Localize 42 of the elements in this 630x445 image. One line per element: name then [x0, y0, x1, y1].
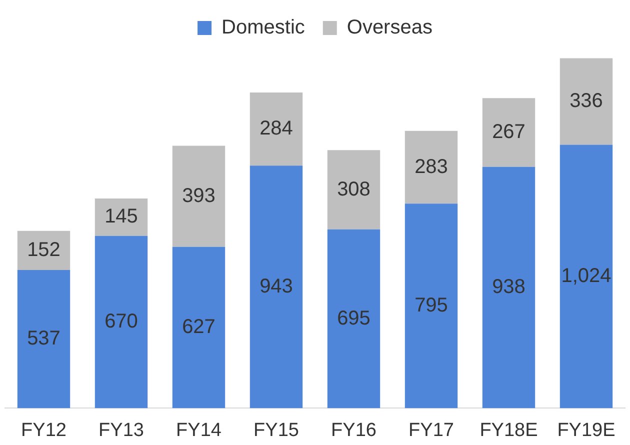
data-label: 284 — [260, 118, 293, 140]
data-label: 1,024 — [561, 264, 612, 287]
x-tick-label: FY18E — [480, 420, 538, 441]
x-tick-label: FY12 — [21, 420, 66, 441]
data-label: 267 — [492, 121, 526, 144]
bar — [404, 204, 458, 408]
data-label: 308 — [337, 178, 370, 200]
legend-label: Domestic — [222, 16, 305, 39]
x-tick-label: FY15 — [254, 420, 299, 441]
bar — [94, 198, 148, 236]
bar — [250, 92, 303, 166]
data-label: 283 — [414, 156, 448, 178]
data-label: 145 — [104, 206, 138, 228]
x-tick-label: FY16 — [331, 420, 376, 441]
data-label: 627 — [182, 316, 216, 338]
data-label: 336 — [570, 90, 603, 112]
data-label: 695 — [337, 307, 370, 330]
bar — [327, 229, 380, 408]
data-label: 537 — [27, 328, 60, 350]
bar — [172, 246, 226, 408]
x-tick-label: FY13 — [98, 420, 144, 441]
bar — [560, 144, 613, 408]
bar — [250, 166, 303, 408]
data-label: 795 — [414, 294, 448, 316]
data-label: 938 — [492, 276, 526, 298]
x-tick-label: FY17 — [408, 420, 454, 441]
data-label: 943 — [260, 275, 293, 298]
bar — [327, 150, 380, 230]
bar — [482, 98, 536, 167]
x-tick-label: FY19E — [557, 420, 616, 441]
bar — [17, 270, 70, 408]
legend-label: Overseas — [346, 16, 432, 39]
x-tick-label: FY14 — [176, 420, 222, 441]
data-label: 670 — [104, 310, 138, 333]
data-label: 152 — [27, 239, 60, 261]
data-label: 393 — [182, 184, 216, 207]
bar — [17, 230, 70, 270]
bar — [172, 146, 226, 247]
bar — [482, 166, 536, 408]
bar — [560, 58, 613, 145]
bar — [404, 130, 458, 204]
bar — [94, 236, 148, 408]
